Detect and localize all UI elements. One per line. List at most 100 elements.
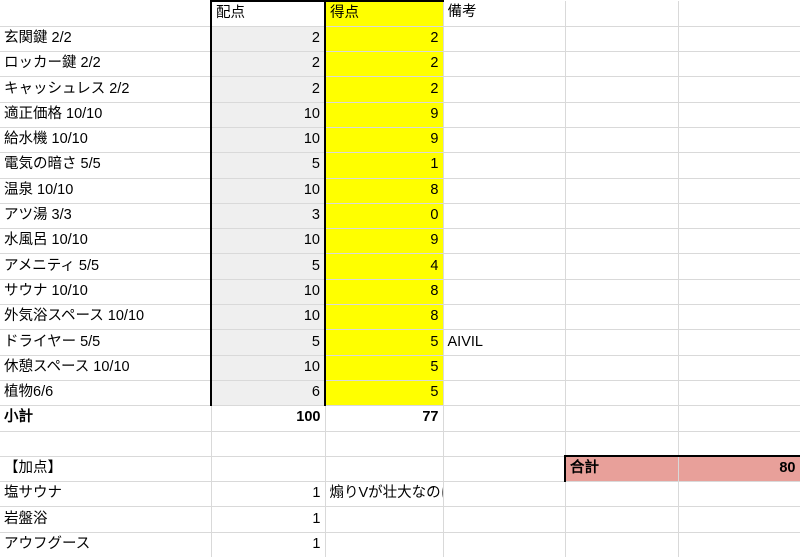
item-bikou-cell[interactable]: [443, 26, 566, 53]
item-label-cell[interactable]: 水風呂 10/10: [0, 228, 212, 255]
subtotal-bikou-cell[interactable]: [443, 405, 566, 432]
bonus-haiten-cell[interactable]: 1: [211, 481, 326, 508]
item-haiten-cell[interactable]: 10: [210, 304, 326, 331]
item-tokuten-cell[interactable]: 9: [324, 127, 444, 154]
item-bikou-cell[interactable]: [443, 178, 566, 204]
item-extra-2: [678, 152, 800, 179]
item-label-cell[interactable]: 電気の暗さ 5/5: [0, 152, 212, 179]
header-cell-label[interactable]: [0, 1, 212, 27]
item-bikou-cell[interactable]: [443, 51, 566, 78]
item-label-cell[interactable]: 玄関鍵 2/2: [0, 26, 212, 53]
subtotal-tokuten-cell[interactable]: 77: [325, 405, 444, 432]
subtotal-label-cell[interactable]: 小計: [0, 405, 212, 432]
item-label-cell[interactable]: アツ湯 3/3: [0, 203, 212, 230]
item-haiten-cell[interactable]: 10: [210, 102, 326, 128]
item-haiten-cell[interactable]: 5: [210, 329, 326, 356]
item-haiten-cell[interactable]: 5: [210, 152, 326, 179]
item-haiten-cell[interactable]: 2: [210, 76, 326, 103]
item-bikou-cell[interactable]: [443, 279, 566, 306]
table-row: 外気浴スペース 10/10 10 8: [0, 304, 800, 331]
item-tokuten-cell[interactable]: 2: [324, 26, 444, 53]
item-bikou-cell[interactable]: AIVIL: [443, 329, 566, 356]
item-haiten-cell[interactable]: 10: [210, 178, 326, 204]
bonus-haiten-cell[interactable]: 1: [211, 506, 326, 533]
item-haiten-cell[interactable]: 10: [210, 355, 326, 381]
item-bikou-cell[interactable]: [443, 203, 566, 230]
item-label-cell[interactable]: 温泉 10/10: [0, 178, 212, 204]
bonus-extra-2: [678, 506, 800, 533]
item-haiten-cell[interactable]: 10: [210, 127, 326, 154]
item-label-cell[interactable]: 適正価格 10/10: [0, 102, 212, 128]
item-haiten-cell[interactable]: 5: [210, 253, 326, 280]
item-extra-1: [565, 51, 679, 78]
item-bikou-cell[interactable]: [443, 380, 566, 407]
item-bikou-cell[interactable]: [443, 102, 566, 128]
item-label-cell[interactable]: アメニティ 5/5: [0, 253, 212, 280]
item-label-cell[interactable]: ドライヤー 5/5: [0, 329, 212, 356]
item-tokuten-cell[interactable]: 2: [324, 51, 444, 78]
item-bikou-cell[interactable]: [443, 152, 566, 179]
table-row: 適正価格 10/10 10 9: [0, 102, 800, 128]
bonus-extra-0: [443, 532, 566, 557]
item-tokuten-cell[interactable]: 8: [324, 304, 444, 331]
bonus-heading-filler: [211, 456, 326, 483]
item-label-cell[interactable]: キャッシュレス 2/2: [0, 76, 212, 103]
item-bikou-cell[interactable]: [443, 304, 566, 331]
item-haiten-cell[interactable]: 10: [210, 279, 326, 306]
table-row: ドライヤー 5/5 5 5 AIVIL: [0, 329, 800, 356]
item-haiten-cell[interactable]: 10: [210, 228, 326, 255]
item-bikou-cell[interactable]: [443, 253, 566, 280]
item-tokuten-cell[interactable]: 9: [324, 228, 444, 255]
bonus-label-cell[interactable]: アウフグース: [0, 532, 212, 557]
total-value-cell[interactable]: 80: [677, 455, 800, 483]
item-tokuten-cell[interactable]: 5: [324, 329, 444, 356]
item-haiten-cell[interactable]: 3: [210, 203, 326, 230]
item-haiten-cell[interactable]: 2: [210, 51, 326, 78]
item-label-cell[interactable]: 外気浴スペース 10/10: [0, 304, 212, 331]
item-haiten-cell[interactable]: 2: [210, 26, 326, 53]
bonus-label-cell[interactable]: 岩盤浴: [0, 506, 212, 533]
bonus-bikou-cell[interactable]: [325, 506, 444, 533]
item-bikou-cell[interactable]: [443, 355, 566, 381]
header-cell-bikou[interactable]: 備考: [443, 1, 566, 27]
header-cell-haiten[interactable]: 配点: [210, 0, 326, 27]
total-label-cell[interactable]: 合計: [564, 455, 679, 483]
item-extra-1: [565, 102, 679, 128]
bonus-bikou-cell[interactable]: 煽りVが壮大なのにしょぼいw: [325, 481, 444, 508]
subtotal-haiten-cell[interactable]: 100: [211, 405, 326, 432]
item-extra-1: [565, 304, 679, 331]
item-tokuten-cell[interactable]: 4: [324, 253, 444, 280]
bonus-bikou-cell[interactable]: [325, 532, 444, 557]
item-tokuten-cell[interactable]: 0: [324, 203, 444, 230]
item-extra-2: [678, 76, 800, 103]
item-tokuten-cell[interactable]: 5: [324, 380, 444, 407]
item-tokuten-cell[interactable]: 2: [324, 76, 444, 103]
subtotal-extra-2: [678, 405, 800, 432]
item-bikou-cell[interactable]: [443, 127, 566, 154]
item-tokuten-cell[interactable]: 9: [324, 102, 444, 128]
item-label-cell[interactable]: 植物6/6: [0, 380, 212, 407]
header-cell-tokuten[interactable]: 得点: [324, 0, 444, 27]
item-bikou-cell[interactable]: [443, 228, 566, 255]
item-tokuten-cell[interactable]: 5: [324, 355, 444, 381]
item-label-cell[interactable]: サウナ 10/10: [0, 279, 212, 306]
item-bikou-cell[interactable]: [443, 76, 566, 103]
bonus-heading-cell[interactable]: 【加点】: [0, 456, 212, 483]
bonus-haiten-cell[interactable]: 1: [211, 532, 326, 557]
item-extra-1: [565, 380, 679, 407]
header-cell-extra-2: [678, 1, 800, 27]
item-label-cell[interactable]: ロッカー鍵 2/2: [0, 51, 212, 78]
item-tokuten-cell[interactable]: 1: [324, 152, 444, 179]
item-extra-2: [678, 329, 800, 356]
item-tokuten-cell[interactable]: 8: [324, 279, 444, 306]
bonus-row: 岩盤浴 1: [0, 506, 800, 533]
item-haiten-cell[interactable]: 6: [210, 380, 326, 407]
table-row: ロッカー鍵 2/2 2 2: [0, 51, 800, 78]
table-row: 電気の暗さ 5/5 5 1: [0, 152, 800, 179]
item-label-cell[interactable]: 休憩スペース 10/10: [0, 355, 212, 381]
item-label-cell[interactable]: 給水機 10/10: [0, 127, 212, 154]
bonus-label-cell[interactable]: 塩サウナ: [0, 481, 212, 508]
item-tokuten-cell[interactable]: 8: [324, 178, 444, 204]
